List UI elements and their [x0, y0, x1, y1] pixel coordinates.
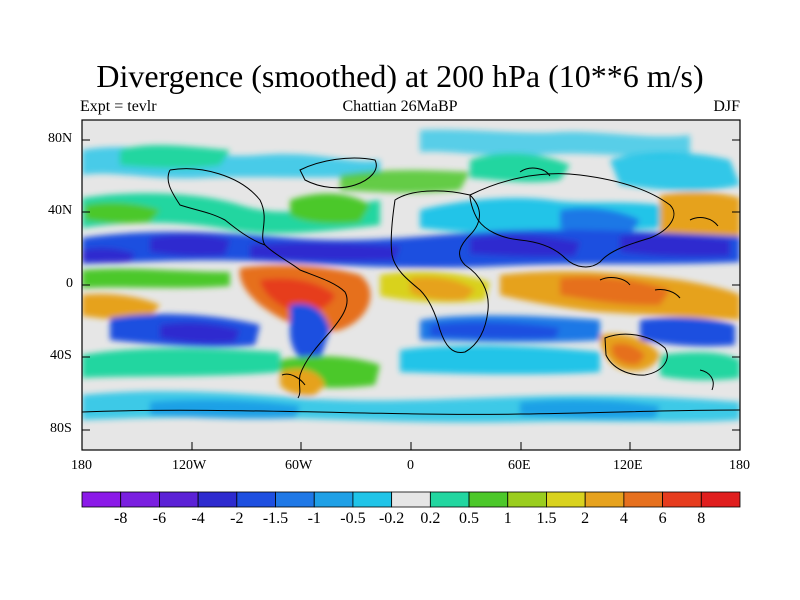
colorbar	[81, 491, 741, 508]
colorbar-swatch	[623, 491, 663, 508]
lat-label-40s: 40S	[50, 348, 72, 363]
lat-label-40n: 40N	[48, 203, 73, 218]
colorbar-swatch	[275, 491, 315, 508]
colorbar-swatch	[236, 491, 276, 508]
colorbar-swatch	[662, 491, 702, 508]
season-label: DJF	[713, 98, 740, 115]
axis-ticks	[81, 139, 741, 450]
period-label: Chattian 26MaBP	[342, 98, 458, 115]
lon-label-0: 0	[407, 458, 414, 473]
colorbar-tick-label: -4	[191, 510, 205, 527]
colorbar-swatch	[391, 491, 431, 508]
colorbar-swatch	[507, 491, 547, 508]
colorbar-tick-label: 6	[658, 510, 667, 527]
colorbar-tick-label: -1.5	[262, 510, 289, 527]
colorbar-tick-label: 2	[581, 510, 590, 527]
lon-label-120e: 120E	[613, 458, 643, 473]
lon-label-180e: 180	[729, 458, 750, 473]
coastlines	[82, 157, 740, 415]
colorbar-tick-label: 8	[697, 510, 706, 527]
colorbar-tick-label: -8	[114, 510, 128, 527]
colorbar-tick-label: 0.5	[459, 510, 480, 527]
lon-label-60e: 60E	[508, 458, 531, 473]
colorbar-swatch	[468, 491, 509, 508]
lon-label-60w: 60W	[285, 458, 313, 473]
colorbar-swatch	[197, 491, 238, 508]
contour-fill	[82, 129, 740, 423]
lat-label-0: 0	[66, 276, 73, 291]
colorbar-swatch	[429, 491, 470, 508]
colorbar-swatch	[584, 491, 625, 508]
experiment-label: Expt = tevlr	[80, 98, 157, 115]
colorbar-tick-label: 0.2	[420, 510, 441, 527]
lon-label-120w: 120W	[172, 458, 207, 473]
colorbar-swatch	[313, 491, 354, 508]
colorbar-swatch	[546, 491, 586, 508]
plot-title: Divergence (smoothed) at 200 hPa (10**6 …	[96, 58, 704, 94]
colorbar-swatch	[352, 491, 393, 508]
colorbar-tick-label: 4	[619, 510, 628, 527]
colorbar-swatch	[120, 491, 160, 508]
colorbar-tick-label: 1.5	[536, 510, 557, 527]
divergence-field	[82, 120, 740, 450]
colorbar-swatch	[700, 491, 741, 508]
colorbar-tick-label: -2	[230, 510, 244, 527]
colorbar-tick-label: -1	[307, 510, 321, 527]
colorbar-swatch	[81, 491, 122, 508]
lat-label-80n: 80N	[48, 131, 73, 146]
colorbar-tick-label: 1	[503, 510, 512, 527]
colorbar-tick-label: -0.5	[340, 510, 366, 527]
colorbar-tick-label: -6	[152, 510, 167, 527]
lat-label-80s: 80S	[50, 421, 72, 436]
colorbar-swatch	[159, 491, 199, 508]
colorbar-tick-label: -0.2	[378, 510, 405, 527]
lon-label-180w: 180	[71, 458, 92, 473]
